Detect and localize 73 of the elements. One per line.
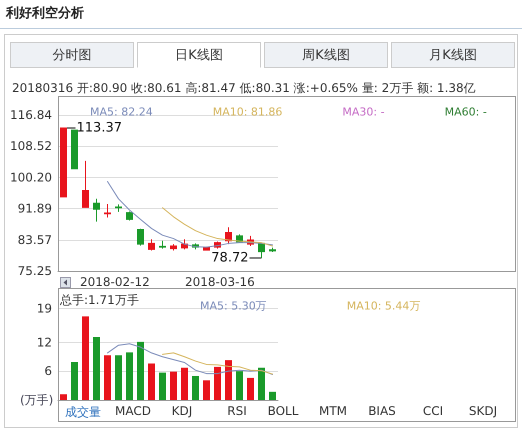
annotation: 2018-03-16	[185, 275, 255, 289]
candlestick	[148, 238, 155, 252]
text: 成交量	[64, 404, 102, 421]
text: 日K线图	[137, 42, 261, 68]
bar	[236, 371, 243, 400]
text: 分时图	[10, 42, 134, 68]
bar	[225, 360, 232, 400]
annotation: 2018-02-12	[80, 275, 150, 289]
bar	[269, 392, 276, 400]
candlestick	[269, 247, 276, 253]
annotation: 113.37	[76, 120, 122, 136]
text: RSI	[226, 404, 248, 418]
text: BOLL	[266, 404, 300, 418]
y-tick-label: 108.52	[10, 139, 52, 154]
legend-label: MA30: -	[342, 106, 385, 118]
text: MA5: 5.30万	[200, 300, 267, 312]
bar	[181, 368, 188, 400]
bar	[71, 362, 78, 400]
line-series	[107, 181, 273, 248]
candlestick	[170, 244, 177, 252]
chart-title: 利好利空分析	[6, 4, 84, 22]
text: MA10: 81.86	[212, 106, 282, 118]
text: BIAS	[367, 404, 397, 418]
legend-label: MA60: -	[444, 106, 487, 118]
text: KDJ	[170, 404, 194, 418]
candlestick	[82, 160, 89, 208]
candlestick	[71, 130, 78, 170]
candlestick	[159, 240, 166, 250]
bar	[203, 380, 210, 400]
text: CCI	[422, 404, 444, 418]
annotation: 总手:1.71万手	[60, 292, 139, 309]
bar	[170, 372, 177, 400]
text: MTM	[318, 404, 348, 418]
candlestick	[93, 198, 100, 222]
y-tick-label: 91.89	[18, 202, 52, 216]
candlestick	[126, 211, 133, 222]
line-series	[107, 343, 273, 376]
bar	[104, 355, 111, 400]
text: 周K线图	[264, 42, 388, 68]
bar	[192, 376, 199, 400]
y-tick-label: 19	[36, 302, 52, 316]
bar	[258, 368, 265, 400]
text: MA5: 82.24	[90, 106, 153, 118]
candlestick	[104, 204, 111, 218]
annotation: 78.72	[211, 250, 248, 266]
y-tick-label: 83.57	[18, 232, 52, 247]
bar	[214, 366, 221, 400]
text: SKDJ	[468, 404, 498, 418]
bar	[137, 342, 144, 400]
candlestick	[115, 204, 122, 212]
bar	[148, 363, 155, 400]
y-axis-title: (万手)	[20, 392, 54, 409]
y-tick-label: 6	[44, 364, 52, 378]
line-series	[162, 207, 273, 247]
bar	[126, 352, 133, 400]
candlestick	[258, 242, 265, 258]
candlestick	[60, 128, 67, 198]
bar	[159, 372, 166, 400]
bar	[247, 378, 254, 400]
y-tick-label: 12	[36, 335, 52, 350]
y-tick-label: 116.84	[10, 108, 52, 122]
y-tick-label: 100.20	[10, 170, 52, 184]
bar	[93, 337, 100, 400]
text: MA10: 5.44万	[346, 300, 420, 312]
y-tick-label: 75.25	[18, 264, 52, 278]
candlestick	[137, 228, 144, 246]
text: 月K线图	[391, 42, 515, 68]
line-series	[162, 352, 273, 375]
bar	[115, 355, 122, 400]
bar	[60, 394, 67, 400]
text: MACD	[114, 404, 152, 418]
chart-subtitle: 20180316 开:80.90 收:80.61 高:81.47 低:80.31 涨:+0.65% 量: 2万手 额: 1.38亿	[12, 80, 476, 97]
bar	[82, 316, 89, 400]
